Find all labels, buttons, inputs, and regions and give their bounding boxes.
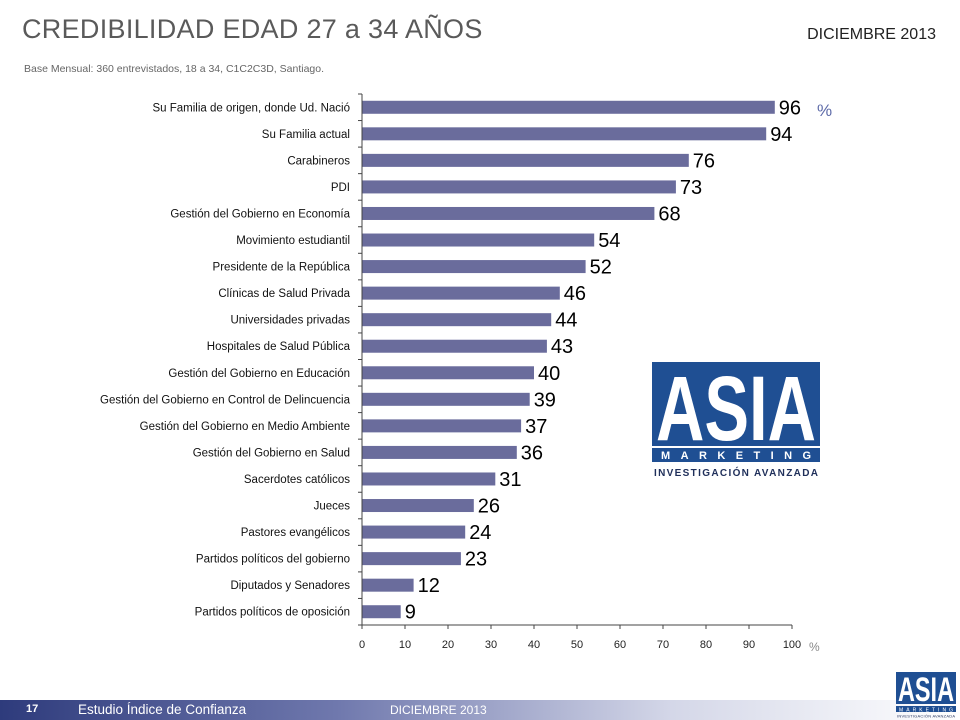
category-label-3: PDI	[331, 182, 350, 194]
x-tick-label-8: 80	[700, 639, 712, 651]
x-tick-label-10: 100	[783, 639, 801, 651]
category-label-7: Clínicas de Salud Privada	[218, 288, 350, 300]
x-tick-label-7: 70	[657, 639, 669, 651]
value-label-8: 44	[555, 310, 577, 332]
x-tick-label-9: 90	[743, 639, 755, 651]
value-label-2: 76	[693, 150, 715, 172]
value-label-11: 39	[534, 389, 556, 411]
value-label-3: 73	[680, 177, 702, 199]
value-label-15: 26	[478, 496, 500, 518]
footer-logo-text-marketing: MARKETING	[899, 708, 953, 714]
footer-logo-text-asia: ASIA	[898, 672, 954, 709]
bar-16	[362, 525, 466, 539]
bar-14	[362, 472, 496, 486]
bar-4	[362, 206, 655, 220]
bar-1	[362, 127, 767, 141]
value-label-18: 12	[418, 575, 440, 597]
value-label-6: 52	[590, 257, 612, 279]
logo-text-asia: ASIA	[656, 362, 816, 460]
x-tick-label-1: 10	[399, 639, 411, 651]
value-label-17: 23	[465, 549, 487, 571]
page-number: 17	[26, 703, 39, 715]
bar-5	[362, 233, 595, 247]
value-label-5: 54	[598, 230, 620, 252]
category-label-13: Gestión del Gobierno en Salud	[193, 447, 350, 459]
bar-10	[362, 366, 534, 380]
footer-date: DICIEMBRE 2013	[390, 703, 487, 717]
bar-12	[362, 419, 522, 433]
value-label-0: 96	[779, 97, 801, 119]
value-label-10: 40	[538, 363, 560, 385]
page-title: CREDIBILIDAD EDAD 27 a 34 AÑOS	[22, 14, 483, 44]
x-tick-label-5: 50	[571, 639, 583, 651]
category-label-5: Movimiento estudiantil	[236, 235, 350, 247]
value-label-7: 46	[564, 283, 586, 305]
bar-18	[362, 578, 414, 592]
category-label-15: Jueces	[314, 501, 351, 513]
page-subtitle: Base Mensual: 360 entrevistados, 18 a 34…	[24, 63, 325, 75]
bar-17	[362, 552, 461, 566]
logo-text-marketing: MARKETING	[661, 450, 811, 462]
footer-bar: 17 Estudio Índice de Confianza DICIEMBRE…	[0, 700, 960, 720]
category-label-12: Gestión del Gobierno en Medio Ambiente	[140, 421, 350, 433]
bar-15	[362, 499, 474, 513]
bar-chart: Su Familia de origen, donde Ud. Nació 96 S…	[100, 93, 832, 654]
bar-9	[362, 339, 547, 353]
footer-logo: ASIA MARKETING INVESTIGACIÓN AVANZADA	[896, 672, 956, 718]
bar-19	[362, 605, 401, 619]
value-label-13: 36	[521, 442, 543, 464]
bar-3	[362, 180, 676, 194]
category-label-4: Gestión del Gobierno en Economía	[170, 208, 350, 220]
x-tick-label-0: 0	[359, 639, 365, 651]
footer-study-name: Estudio Índice de Confianza	[78, 702, 247, 717]
value-label-19: 9	[405, 602, 416, 624]
category-label-17: Partidos políticos del gobierno	[196, 554, 350, 566]
report-date: DICIEMBRE 2013	[807, 26, 936, 43]
footer-logo-text-tagline: INVESTIGACIÓN AVANZADA	[897, 714, 955, 719]
value-label-1: 94	[770, 124, 792, 146]
logo-text-tagline: INVESTIGACIÓN AVANZADA	[654, 466, 818, 479]
bar-6	[362, 260, 586, 274]
x-tick-label-3: 30	[485, 639, 497, 651]
category-label-1: Su Familia actual	[262, 129, 350, 141]
x-tick-label-6: 60	[614, 639, 626, 651]
bar-13	[362, 445, 517, 459]
category-label-19: Partidos políticos de oposición	[195, 607, 350, 619]
value-label-9: 43	[551, 336, 573, 358]
category-label-2: Carabineros	[287, 155, 350, 167]
category-label-6: Presidente de la República	[213, 262, 351, 274]
category-label-16: Pastores evangélicos	[241, 527, 351, 539]
category-label-18: Diputados y Senadores	[230, 580, 350, 592]
asia-marketing-logo: ASIA MARKETING INVESTIGACIÓN AVANZADA	[652, 362, 820, 479]
bar-8	[362, 313, 552, 327]
x-tick-label-4: 40	[528, 639, 540, 651]
category-label-9: Hospitales de Salud Pública	[207, 341, 351, 353]
category-label-11: Gestión del Gobierno en Control de Delin…	[100, 394, 351, 406]
unit-label-axis: %	[809, 640, 820, 654]
value-label-4: 68	[658, 203, 680, 225]
category-label-10: Gestión del Gobierno en Educación	[168, 368, 350, 380]
category-label-0: Su Familia de origen, donde Ud. Nació	[152, 102, 350, 114]
category-label-14: Sacerdotes católicos	[244, 474, 350, 486]
value-label-14: 31	[499, 469, 521, 491]
category-label-8: Universidades privadas	[230, 315, 350, 327]
unit-label-top: %	[817, 101, 832, 120]
value-label-12: 37	[525, 416, 547, 438]
bar-11	[362, 392, 530, 406]
bar-2	[362, 153, 689, 167]
bar-7	[362, 286, 560, 300]
bar-0	[362, 100, 775, 114]
x-tick-label-2: 20	[442, 639, 454, 651]
value-label-16: 24	[469, 522, 491, 544]
